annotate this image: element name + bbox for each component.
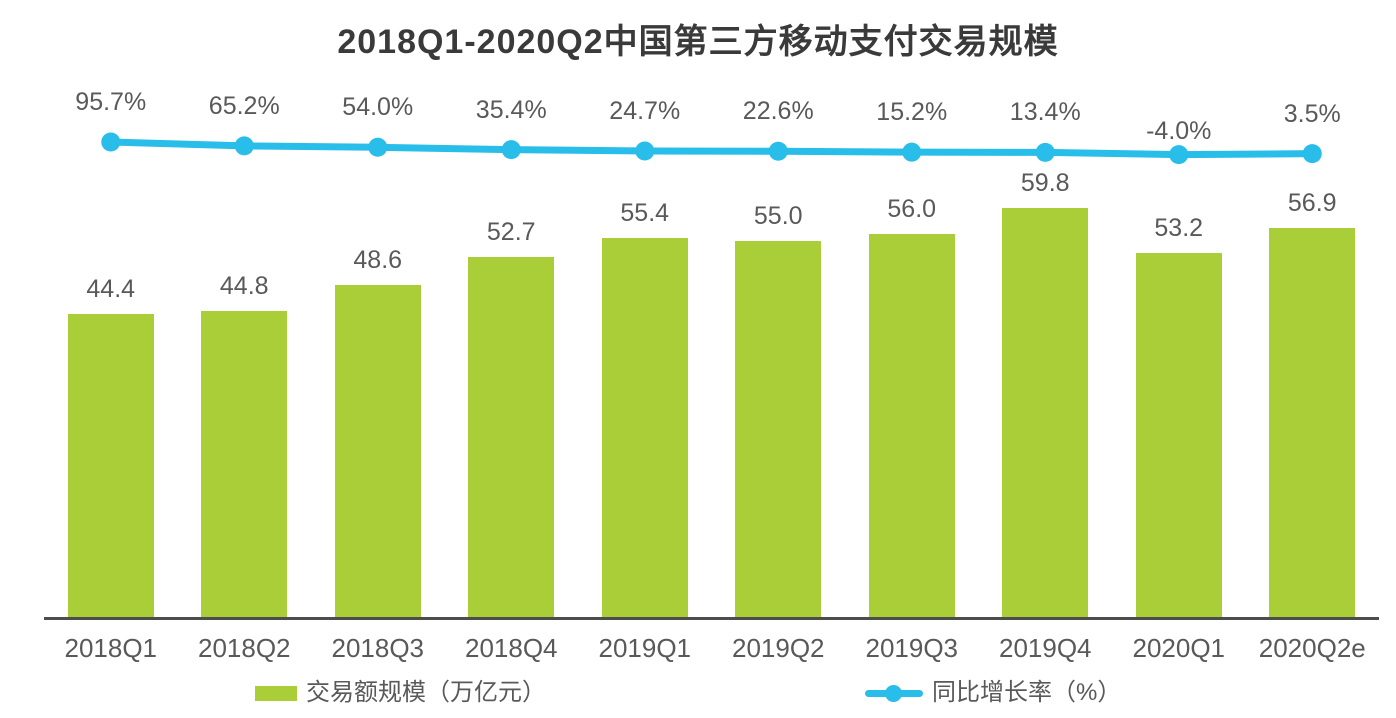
line-point xyxy=(635,141,655,161)
line-series-label: 同比增长率（%） xyxy=(932,679,1122,706)
bar-2018Q2 xyxy=(201,310,288,618)
chart-title: 2018Q1-2020Q2中国第三方移动支付交易规模 xyxy=(337,23,1059,61)
line-series-dot-icon xyxy=(885,684,902,702)
line-point xyxy=(501,140,521,160)
growth-rate-label: 95.7% xyxy=(75,88,147,116)
line-point xyxy=(1169,145,1189,165)
bar-series-swatch-icon xyxy=(255,685,297,701)
x-axis-label-2018Q4: 2018Q4 xyxy=(464,633,558,663)
bar-2018Q1 xyxy=(67,313,154,618)
growth-rate-label: 35.4% xyxy=(475,95,547,124)
bar-value-label: 44.4 xyxy=(86,274,136,303)
line-point xyxy=(1035,142,1055,162)
bar-2020Q1 xyxy=(1135,253,1222,618)
line-point xyxy=(902,142,922,162)
line-series-swatch-icon xyxy=(865,684,923,702)
growth-rate-label: -4.0% xyxy=(1146,116,1212,145)
bar-2019Q3 xyxy=(868,234,955,618)
bar-value-label: 56.0 xyxy=(887,195,937,224)
bar-2018Q4 xyxy=(468,256,555,618)
legend: 交易额规模（万亿元） 同比增长率（%） xyxy=(0,680,1396,710)
line-point xyxy=(234,136,254,156)
bar-2019Q2 xyxy=(735,240,822,618)
x-axis-label-2019Q1: 2019Q1 xyxy=(598,633,692,663)
bar-value-label: 48.6 xyxy=(353,245,403,274)
x-axis-line xyxy=(44,617,1379,620)
growth-rate-label: 15.2% xyxy=(876,98,948,127)
line-point xyxy=(368,137,388,157)
legend-item-growth-rate: 同比增长率（%） xyxy=(865,680,1121,706)
bar-value-label: 44.8 xyxy=(219,271,269,300)
bar-value-label: 53.2 xyxy=(1154,214,1204,243)
growth-rate-label: 65.2% xyxy=(208,91,280,120)
bar-value-label: 55.0 xyxy=(753,201,803,230)
x-axis-label-2020Q1: 2020Q1 xyxy=(1132,633,1226,663)
x-axis-labels: 2018Q1 2018Q2 2018Q3 2018Q4 2019Q1 2019Q2 2019… xyxy=(0,633,1396,665)
bar-value-label: 55.4 xyxy=(620,199,670,228)
growth-rate-label: 24.7% xyxy=(609,96,681,125)
line-point xyxy=(768,141,788,161)
bar-2019Q4 xyxy=(1002,208,1089,618)
growth-rate-label: 3.5% xyxy=(1283,99,1341,128)
bar-value-label: 59.8 xyxy=(1020,169,1070,197)
x-axis-label-2018Q1: 2018Q1 xyxy=(64,633,158,663)
bar-2019Q1 xyxy=(601,238,688,618)
x-axis-label-2018Q2: 2018Q2 xyxy=(197,633,291,663)
line-point xyxy=(101,132,121,152)
x-axis-label-2018Q3: 2018Q3 xyxy=(331,633,425,663)
x-axis-label-2019Q3: 2019Q3 xyxy=(865,633,959,663)
growth-rate-label: 22.6% xyxy=(742,97,814,126)
growth-rate-label: 13.4% xyxy=(1009,98,1081,127)
line-point xyxy=(1302,144,1322,164)
bar-value-label: 52.7 xyxy=(486,217,536,246)
x-axis-label-2020Q2e: 2020Q2e xyxy=(1258,633,1366,663)
legend-item-transaction-volume: 交易额规模（万亿元） xyxy=(255,680,546,706)
bar-2020Q2e xyxy=(1269,227,1356,618)
growth-rate-label: 54.0% xyxy=(342,93,414,122)
bar-value-label: 56.9 xyxy=(1287,188,1337,217)
bar-2018Q3 xyxy=(334,284,421,618)
x-axis-label-2019Q4: 2019Q4 xyxy=(998,633,1092,663)
x-axis-label-2019Q2: 2019Q2 xyxy=(731,633,825,663)
bar-series-label: 交易额规模（万亿元） xyxy=(306,679,546,706)
